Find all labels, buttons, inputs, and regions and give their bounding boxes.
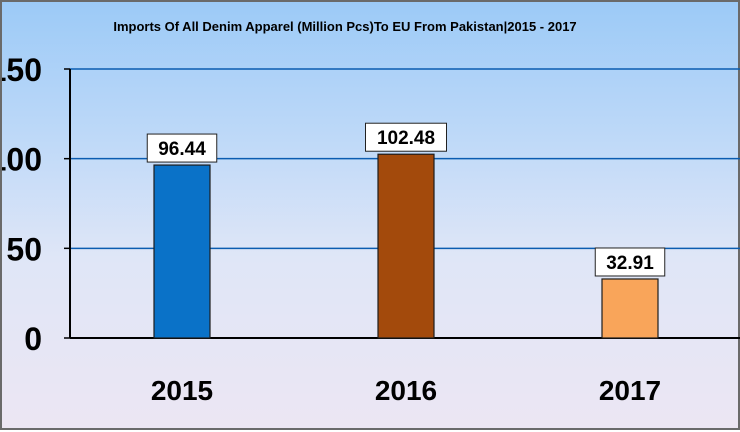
bar-2016 — [377, 153, 435, 339]
y-tick-label-100: 100 — [2, 142, 42, 178]
data-label-2016: 102.48 — [377, 128, 435, 149]
x-tick-label-2016: 2016 — [375, 375, 437, 406]
y-tick-label-0: 0 — [24, 321, 42, 357]
bar-2015 — [153, 164, 211, 339]
data-label-box-2016 — [365, 122, 447, 152]
data-label-2015: 96.44 — [158, 139, 206, 160]
x-tick-label-2017: 2017 — [599, 375, 661, 406]
x-tick-label-2015: 2015 — [151, 375, 213, 406]
y-tick-label-150: 150 — [2, 52, 42, 88]
data-label-2017: 32.91 — [606, 253, 654, 274]
chart-title: Imports Of All Denim Apparel (Million Pc… — [113, 19, 577, 34]
data-label-box-2015 — [146, 133, 218, 163]
bar-2017 — [601, 278, 659, 339]
y-tick-label-50: 50 — [6, 231, 42, 267]
data-label-box-2017 — [594, 247, 666, 277]
